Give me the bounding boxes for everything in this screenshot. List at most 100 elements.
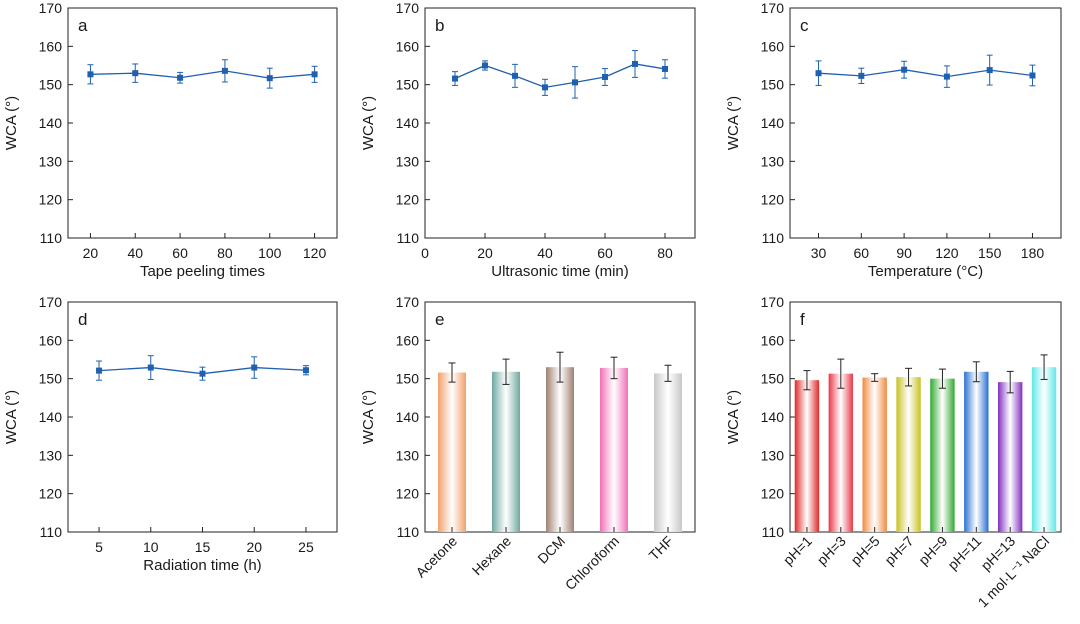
y-tick-label: 120	[761, 486, 785, 502]
data-point	[815, 70, 822, 77]
y-tick-label: 130	[396, 153, 420, 169]
y-tick-label: 130	[39, 447, 63, 463]
y-axis-label: WCA (°)	[3, 96, 20, 150]
data-point	[901, 66, 908, 73]
series-line	[454, 63, 666, 89]
data-point	[221, 67, 228, 74]
y-tick-label: 170	[761, 294, 785, 310]
x-tick-label: pH=5	[848, 533, 883, 568]
data-point	[632, 60, 638, 67]
x-tick-label: Hexane	[469, 533, 515, 579]
y-tick-label: 120	[761, 192, 785, 208]
bar	[997, 382, 1023, 532]
data-point	[858, 72, 865, 79]
panel-a: 110 120 130 140 150 160 170 WCA (°) a 20 40 60 80 100…	[3, 0, 338, 280]
data-point	[986, 67, 993, 74]
x-tick-label: 20	[83, 245, 99, 261]
x-axis-label: Ultrasonic time (min)	[491, 263, 629, 280]
y-tick-label: 160	[396, 332, 420, 348]
plot-frame	[67, 301, 338, 533]
x-tick-label: pH=11	[944, 533, 984, 573]
x-tick-label: 30	[811, 245, 827, 261]
bar	[438, 372, 466, 532]
bar	[862, 377, 887, 532]
x-axis-label: Temperature (°C)	[868, 263, 983, 280]
panel-c: 110 120 130 140 150 160 170 WCA (°) c 30 60 90 120 15…	[725, 0, 1062, 280]
x-tick-label: 60	[172, 245, 188, 261]
panel-e: 110 120 130 140 150 160 170 WCA (°) e Acetone Hexa…	[360, 294, 696, 593]
data-point	[542, 84, 548, 91]
y-tick-label: 160	[761, 332, 785, 348]
y-tick-label: 130	[396, 447, 420, 463]
x-tick-label: 25	[298, 539, 314, 555]
data-point	[311, 71, 318, 78]
x-tick-label: 80	[217, 245, 233, 261]
y-tick-label: 130	[761, 153, 785, 169]
x-tick-label: Chloroform	[562, 533, 622, 593]
x-tick-label: 100	[258, 245, 282, 261]
y-tick-label: 150	[761, 77, 785, 93]
y-tick-label: 110	[397, 524, 420, 540]
series-line	[90, 70, 315, 79]
x-tick-label: 60	[597, 245, 613, 261]
x-tick-label: 40	[127, 245, 143, 261]
y-tick-label: 110	[40, 230, 63, 246]
data-point	[1029, 72, 1036, 79]
panel-label: a	[78, 16, 88, 35]
data-point	[266, 75, 273, 82]
x-tick-label: 20	[477, 245, 493, 261]
bar	[546, 367, 574, 532]
bar	[600, 367, 628, 532]
y-axis-label: WCA (°)	[3, 390, 20, 444]
plot-frame	[424, 7, 696, 239]
y-tick-label: 150	[39, 77, 63, 93]
panel-label: e	[435, 310, 444, 329]
y-tick-label: 130	[39, 153, 63, 169]
x-tick-label: 20	[246, 539, 262, 555]
panel-d: 110 120 130 140 150 160 170 WCA (°) d 5 10 15 20 25 Ra…	[3, 294, 338, 574]
y-tick-label: 150	[396, 77, 420, 93]
y-tick-label: 170	[39, 0, 63, 16]
data-point	[199, 370, 206, 377]
y-tick-label: 170	[39, 294, 63, 310]
y-tick-label: 120	[39, 192, 63, 208]
x-tick-label: 5	[95, 539, 103, 555]
data-point	[96, 367, 103, 374]
x-tick-label: 15	[195, 539, 211, 555]
y-tick-label: 160	[39, 332, 63, 348]
data-point	[177, 74, 184, 81]
y-tick-label: 140	[761, 115, 785, 131]
x-tick-label: pH=3	[814, 533, 849, 568]
y-tick-label: 140	[761, 409, 785, 425]
panel-b: 110 120 130 140 150 160 170 WCA (°) b 0 20 40 60 80 Ul…	[360, 0, 696, 280]
x-tick-label: pH=1	[780, 533, 815, 568]
bar	[654, 373, 682, 532]
bar	[964, 371, 989, 532]
bar	[930, 378, 955, 532]
panel-label: b	[435, 16, 444, 35]
y-tick-label: 160	[761, 38, 785, 54]
panel-label: f	[800, 310, 805, 329]
data-point	[572, 79, 578, 86]
data-point	[147, 364, 154, 371]
x-tick-label: DCM	[534, 533, 568, 567]
bar	[828, 373, 854, 532]
x-tick-label: 120	[935, 245, 959, 261]
plot-frame	[789, 7, 1062, 239]
y-tick-label: 120	[396, 192, 420, 208]
bar	[1031, 367, 1057, 532]
y-tick-label: 110	[397, 230, 420, 246]
x-tick-label: 180	[1021, 245, 1045, 261]
y-tick-label: 160	[396, 38, 420, 54]
x-tick-label: 90	[896, 245, 912, 261]
y-tick-label: 120	[396, 486, 420, 502]
data-point	[302, 367, 309, 374]
y-axis-label: WCA (°)	[360, 390, 377, 444]
y-tick-label: 110	[40, 524, 63, 540]
y-tick-label: 150	[396, 371, 420, 387]
panel-label: d	[78, 310, 87, 329]
y-tick-label: 140	[39, 115, 63, 131]
x-tick-label: Acetone	[412, 533, 460, 581]
